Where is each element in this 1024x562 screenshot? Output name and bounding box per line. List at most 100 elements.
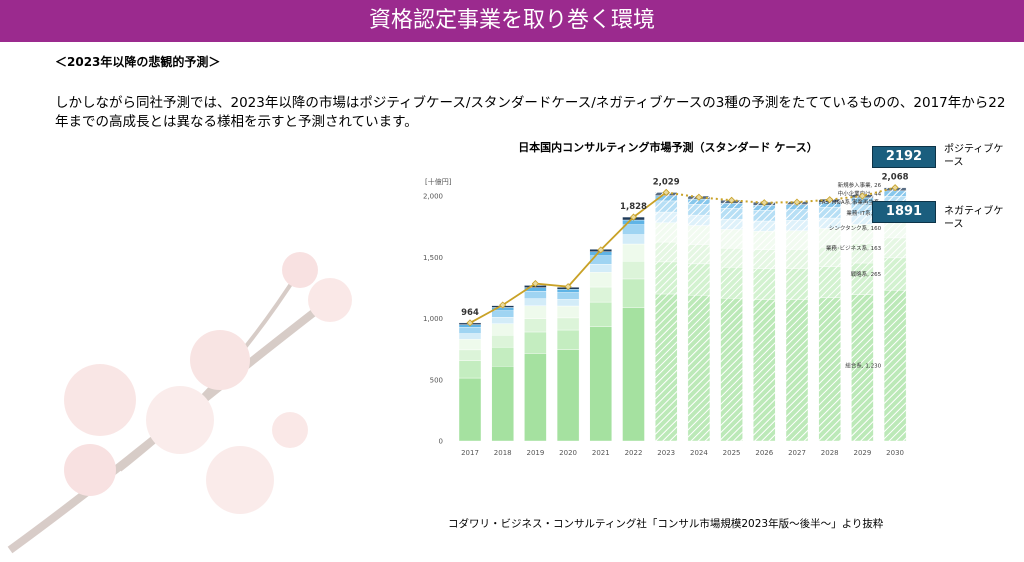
callout-value: 1891: [872, 201, 936, 223]
hatch: [884, 237, 907, 258]
hatch: [851, 202, 874, 214]
x-tick-label: 2026: [755, 449, 773, 457]
hatch: [818, 266, 841, 298]
body-text: しかしながら同社予測では、2023年以降の市場はポジティブケース/スタンダードケ…: [55, 95, 1006, 130]
hatch: [818, 297, 841, 441]
total-label: 2,029: [653, 177, 680, 187]
segment-label: 総合系, 1,230: [845, 362, 881, 370]
bar-segment: [524, 305, 547, 319]
bar-segment: [556, 317, 580, 331]
bar-segment: [556, 329, 580, 350]
marker: [728, 196, 736, 204]
hatch: [687, 244, 710, 264]
x-tick-label: 2023: [657, 449, 675, 457]
hatch: [884, 190, 907, 197]
hatch: [786, 230, 808, 250]
total-label: 2,068: [882, 173, 909, 183]
hatch: [720, 203, 743, 209]
hatch: [786, 220, 808, 231]
x-tick-label: 2027: [788, 449, 806, 457]
hatch: [818, 207, 841, 219]
marker: [793, 198, 801, 206]
hatch: [687, 295, 710, 441]
hatch: [720, 298, 743, 441]
hatch: [753, 249, 776, 269]
callout-label: ネガティブケース: [944, 206, 1004, 230]
x-tick-label: 2029: [853, 449, 871, 457]
y-tick-label: 500: [430, 376, 443, 384]
x-tick-label: 2021: [592, 449, 610, 457]
hatch: [884, 290, 907, 441]
marker: [597, 246, 605, 254]
x-tick-label: 2024: [690, 449, 708, 457]
marker: [760, 199, 768, 207]
bar-segment: [556, 305, 580, 319]
hatch: [753, 231, 776, 250]
hatch: [655, 294, 678, 441]
marker: [564, 283, 572, 291]
bar-segment: [556, 349, 580, 442]
hatch: [687, 199, 710, 205]
subtitle: ＜2023年以降の悲観的予測＞: [55, 55, 221, 69]
hatch: [786, 249, 808, 269]
bar-segment: [589, 286, 612, 303]
bar-segment: [524, 298, 547, 306]
hatch: [655, 195, 678, 201]
marker: [466, 319, 474, 327]
x-tick-label: 2025: [723, 449, 741, 457]
hatch: [753, 299, 776, 441]
hatch: [720, 219, 743, 230]
bar-segment: [524, 353, 547, 442]
segment-label: 業務･IT系, 88: [846, 209, 881, 217]
segment-label: 戦略系, 265: [851, 270, 882, 278]
hatch: [655, 222, 678, 243]
hatch: [851, 243, 874, 264]
bar-segment: [458, 339, 482, 351]
bar-segment: [491, 317, 514, 324]
segment-label: 新規参入事業, 26: [838, 181, 882, 189]
x-tick-label: 2018: [494, 449, 512, 457]
blossom-decoration: [7, 252, 352, 554]
total-line: [666, 186, 896, 204]
y-tick-label: 1,000: [423, 315, 443, 323]
y-tick-label: 0: [439, 438, 443, 446]
segment-label: 業務･ビジネス系, 163: [826, 244, 882, 252]
callout-label: ポジティブケース: [944, 144, 1004, 168]
bar-segment: [589, 272, 612, 288]
bar-segment: [524, 290, 547, 299]
hatch: [655, 261, 678, 294]
segment-label: 中小企業向け, 44: [838, 189, 882, 197]
bar-segment: [491, 310, 514, 318]
hatch: [786, 299, 808, 441]
hatch: [884, 257, 907, 291]
bar-segment: [491, 366, 514, 442]
bar-segment: [622, 234, 645, 245]
bar-segment: [622, 243, 645, 262]
bar-segment: [589, 264, 612, 273]
bar-segment: [556, 292, 580, 300]
x-tick-label: 2020: [559, 449, 577, 457]
bar-segment: [491, 346, 514, 367]
hatch: [753, 220, 776, 232]
bar-segment: [622, 307, 645, 442]
marker: [858, 192, 866, 200]
hatch: [720, 267, 743, 299]
segment-label: シンクタンク系, 160: [829, 224, 882, 232]
hatch: [851, 197, 874, 203]
x-tick-label: 2019: [526, 449, 544, 457]
total-label: 964: [461, 308, 479, 318]
bar-segment: [458, 349, 482, 361]
bar-segment: [524, 318, 547, 333]
x-tick-label: 2028: [821, 449, 839, 457]
bar-segment: [524, 331, 547, 354]
hatch: [720, 248, 743, 268]
segment-label: FAS･M&A系,事業再生系,: [819, 198, 881, 206]
hatch: [720, 229, 743, 249]
marker: [826, 196, 834, 204]
marker: [629, 213, 638, 221]
bar-segment: [622, 224, 645, 235]
hatch: [753, 205, 776, 211]
x-tick-label: 2017: [461, 449, 479, 457]
